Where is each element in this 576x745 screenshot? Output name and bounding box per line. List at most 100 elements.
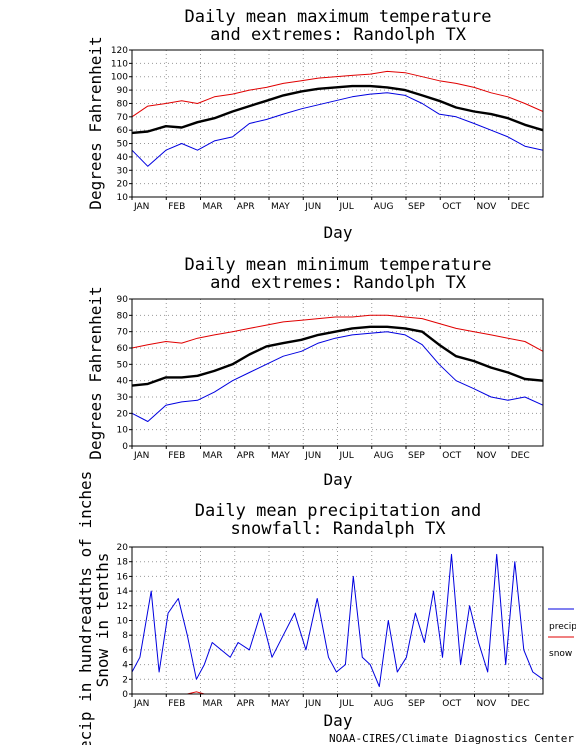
chart-panel-precip: Daily mean precipitation and snowfall: R… xyxy=(76,471,576,745)
x-axis-title: Day xyxy=(324,470,353,489)
x-tick-label: NOV xyxy=(477,699,498,709)
x-tick-label: MAY xyxy=(271,451,290,461)
plot-frame xyxy=(131,298,544,447)
x-tick-label: OCT xyxy=(442,699,461,709)
y-axis-title-line-1: Precip in hundreadths of inches xyxy=(76,471,95,745)
plot-frame xyxy=(131,546,544,695)
y-tick-label: 4 xyxy=(122,661,128,671)
y-axis-title: Degrees Fahrenheit xyxy=(86,36,105,209)
y-tick-label: 110 xyxy=(111,59,128,69)
y-tick-label: 0 xyxy=(122,442,128,452)
plot-frame xyxy=(131,49,544,198)
y-tick-label: 30 xyxy=(117,393,129,403)
y-tick-label: 70 xyxy=(117,113,129,123)
y-tick-label: 80 xyxy=(117,99,129,109)
x-tick-label: JAN xyxy=(133,451,149,461)
series-line-0 xyxy=(131,70,544,118)
footer-credit: NOAA-CIRES/Climate Diagnostics Center xyxy=(329,732,574,745)
x-tick-label: JUL xyxy=(339,202,354,212)
legend-precip-label: precip xyxy=(549,622,576,632)
y-tick-label: 20 xyxy=(117,543,129,553)
y-tick-label: 14 xyxy=(117,587,129,597)
x-tick-label: MAY xyxy=(271,699,290,709)
chart-title-line-1: Daily mean precipitation and xyxy=(195,501,482,521)
y-tick-label: 80 xyxy=(117,311,129,321)
legend-snow-label: snow xyxy=(549,649,572,659)
x-tick-label: FEB xyxy=(168,699,185,709)
y-tick-label: 18 xyxy=(117,558,129,568)
y-tick-label: 40 xyxy=(117,153,129,163)
series-line-2 xyxy=(131,331,544,422)
x-tick-label: JUL xyxy=(339,451,354,461)
x-tick-label: MAR xyxy=(203,202,223,212)
x-tick-label: OCT xyxy=(442,202,461,212)
x-tick-label: JUN xyxy=(304,451,321,461)
x-tick-label: MAY xyxy=(271,202,290,212)
y-tick-label: 2 xyxy=(122,675,128,685)
series-line-0 xyxy=(131,314,544,352)
x-tick-label: DEC xyxy=(511,699,530,709)
chart-title-line-1: Daily mean minimum temperature xyxy=(184,255,491,275)
x-tick-label: SEP xyxy=(408,202,425,212)
y-tick-label: 30 xyxy=(117,166,129,176)
series-line-1 xyxy=(131,325,544,387)
y-tick-label: 6 xyxy=(122,646,128,656)
x-tick-label: MAR xyxy=(203,699,223,709)
chart-title-line-2: and extremes: Randolph TX xyxy=(210,273,467,293)
y-tick-label: 10 xyxy=(117,193,129,203)
y-tick-label: 100 xyxy=(111,73,128,83)
chart-title-line-2: and extremes: Randolph TX xyxy=(210,25,467,45)
plot-area: 0 10 20 30 40 50 60 70 80 90 JAN FEB MAR APR MAY JUN JUL… xyxy=(117,295,544,461)
x-tick-label: AUG xyxy=(374,699,394,709)
plot-area: 0 2 4 6 8 10 12 14 16 18 20 JAN FEB MAR APR MAY JUN JUL AU… xyxy=(117,543,544,709)
y-tick-label: 16 xyxy=(117,572,129,582)
y-tick-label: 90 xyxy=(117,295,129,305)
y-tick-label: 20 xyxy=(117,180,129,190)
x-tick-label: NOV xyxy=(477,202,498,212)
y-tick-label: 90 xyxy=(117,86,129,96)
x-tick-label: MAR xyxy=(203,451,223,461)
x-tick-label: NOV xyxy=(477,451,498,461)
x-tick-label: SEP xyxy=(408,451,425,461)
y-tick-label: 12 xyxy=(117,602,128,612)
x-tick-label: APR xyxy=(237,202,255,212)
y-tick-label: 10 xyxy=(117,426,129,436)
x-tick-label: AUG xyxy=(374,202,394,212)
y-tick-label: 70 xyxy=(117,328,129,338)
y-tick-label: 20 xyxy=(117,409,129,419)
x-tick-label: DEC xyxy=(511,202,530,212)
y-tick-label: 8 xyxy=(122,631,128,641)
y-tick-label: 0 xyxy=(122,690,128,700)
series-line-1 xyxy=(131,84,544,135)
x-tick-label: JUN xyxy=(304,202,321,212)
x-tick-label: DEC xyxy=(511,451,530,461)
x-tick-label: APR xyxy=(237,699,255,709)
x-tick-label: APR xyxy=(237,451,255,461)
x-tick-label: AUG xyxy=(374,451,394,461)
series-line-precip xyxy=(131,553,544,688)
chart-title-line-1: Daily mean maximum temperature xyxy=(184,7,491,27)
y-axis-title: Degrees Fahrenheit xyxy=(86,286,105,459)
x-tick-label: JAN xyxy=(133,202,149,212)
x-tick-label: OCT xyxy=(442,451,461,461)
chart-panel-max-temp: Daily mean maximum temperature and extre… xyxy=(86,7,544,242)
y-tick-label: 50 xyxy=(117,360,129,370)
y-tick-label: 60 xyxy=(117,126,129,136)
y-tick-label: 50 xyxy=(117,140,129,150)
y-tick-label: 120 xyxy=(111,46,128,56)
x-tick-label: SEP xyxy=(408,699,425,709)
plot-area: 10 20 30 40 50 60 70 80 90 100 110 120 JAN FEB MAR APR M… xyxy=(111,46,544,212)
x-tick-label: FEB xyxy=(168,451,185,461)
series-line-2 xyxy=(131,92,544,167)
x-tick-label: JUN xyxy=(304,699,321,709)
y-tick-label: 60 xyxy=(117,344,129,354)
y-tick-label: 40 xyxy=(117,377,129,387)
x-axis-title: Day xyxy=(324,223,353,242)
y-axis-title-line-2: Snow in tenths xyxy=(93,553,112,688)
chart-panel-min-temp: Daily mean minimum temperature and extre… xyxy=(86,255,544,489)
y-tick-label: 10 xyxy=(117,617,129,627)
x-axis-title: Day xyxy=(324,711,353,730)
x-tick-label: JUL xyxy=(339,699,354,709)
x-tick-label: FEB xyxy=(168,202,185,212)
